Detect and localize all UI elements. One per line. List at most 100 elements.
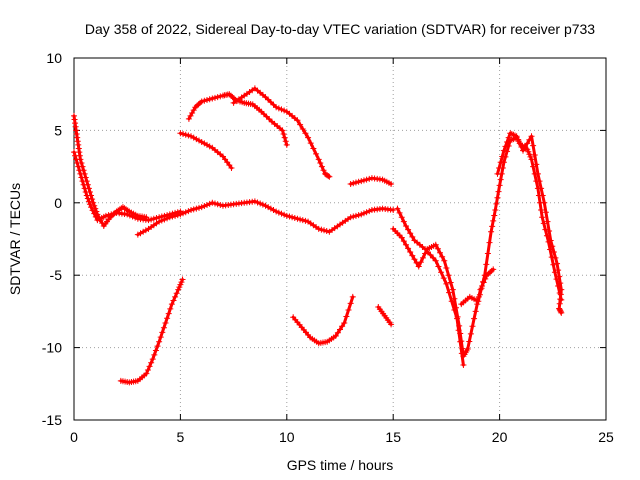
data-point-marker — [281, 134, 288, 141]
data-point-marker — [153, 215, 160, 222]
data-point-marker — [524, 140, 531, 147]
data-point-marker — [337, 326, 343, 333]
data-point-marker — [278, 210, 285, 217]
data-point-marker — [265, 204, 272, 211]
data-point-marker — [315, 225, 322, 232]
data-point-marker — [460, 361, 467, 368]
data-point-marker — [526, 151, 533, 158]
data-point-marker — [347, 180, 354, 187]
data-point-marker — [132, 214, 139, 221]
data-point-marker — [449, 286, 456, 293]
data-point-marker — [457, 338, 464, 345]
data-point-marker — [76, 149, 83, 156]
data-point-marker — [178, 279, 185, 286]
data-point-marker — [193, 136, 200, 143]
data-point-marker — [307, 140, 314, 147]
data-point-marker — [83, 192, 90, 199]
data-point-marker — [350, 213, 357, 220]
data-point-marker — [495, 188, 502, 195]
data-point-marker — [539, 192, 546, 199]
data-point-marker — [267, 205, 274, 212]
data-point-marker — [198, 98, 205, 105]
data-point-marker — [173, 290, 180, 297]
data-point-marker — [180, 210, 187, 217]
data-point-marker — [422, 246, 429, 253]
data-point-marker — [162, 319, 169, 326]
data-point-marker — [347, 214, 354, 221]
data-point-marker — [198, 138, 205, 145]
data-point-marker — [531, 152, 538, 159]
data-point-marker — [491, 212, 498, 219]
series-arc-9 — [347, 175, 395, 187]
data-point-marker — [188, 133, 195, 140]
data-point-marker — [84, 195, 91, 202]
data-point-marker — [454, 315, 461, 322]
data-point-marker — [320, 167, 327, 174]
series-arc-8 — [290, 293, 356, 347]
data-point-marker — [467, 330, 474, 337]
data-point-marker — [396, 209, 403, 216]
data-point-marker — [124, 211, 131, 218]
data-point-marker — [214, 201, 221, 208]
data-point-marker — [434, 245, 441, 252]
data-point-marker — [188, 207, 195, 214]
x-tick-label: 0 — [70, 429, 78, 445]
series-arc-14 — [494, 130, 565, 316]
data-point-marker — [411, 256, 418, 263]
data-point-marker — [540, 220, 547, 227]
data-point-marker — [278, 106, 285, 113]
data-point-marker — [556, 273, 563, 280]
data-point-marker — [516, 140, 523, 147]
data-point-marker — [504, 138, 511, 145]
data-point-marker — [198, 204, 205, 211]
data-point-marker — [78, 174, 85, 181]
data-point-marker — [206, 143, 213, 150]
series-line — [119, 278, 184, 384]
data-point-marker — [267, 99, 274, 106]
data-point-marker — [366, 175, 373, 182]
data-point-marker — [448, 298, 455, 305]
data-point-marker — [530, 142, 537, 149]
data-point-marker — [502, 143, 509, 150]
data-point-marker — [204, 141, 210, 148]
ticks: 0 5 10 15 20 25 -15 -10 -5 0 5 10 — [42, 50, 614, 445]
data-point-marker — [190, 206, 197, 213]
data-point-marker — [91, 202, 98, 209]
data-point-marker — [350, 180, 357, 187]
data-point-marker — [71, 112, 77, 119]
data-point-marker — [443, 280, 450, 287]
data-point-marker — [439, 253, 446, 260]
data-point-marker — [150, 215, 157, 222]
data-point-marker — [174, 212, 181, 219]
data-point-marker — [341, 319, 348, 326]
data-point-marker — [315, 156, 322, 163]
data-point-marker — [299, 125, 306, 132]
data-point-marker — [172, 212, 179, 219]
data-point-marker — [447, 279, 454, 286]
data-point-marker — [405, 226, 412, 233]
data-point-marker — [302, 217, 309, 224]
data-point-marker — [80, 181, 87, 188]
data-point-marker — [409, 252, 416, 259]
data-point-marker — [472, 308, 479, 315]
data-point-marker — [484, 250, 491, 257]
data-point-marker — [297, 121, 304, 128]
data-point-marker — [394, 205, 401, 212]
data-point-marker — [407, 230, 414, 237]
data-point-marker — [211, 200, 218, 207]
data-point-marker — [360, 210, 367, 217]
data-point-marker — [398, 234, 405, 241]
x-tick-label: 20 — [492, 429, 508, 445]
data-point-marker — [75, 141, 82, 148]
data-point-marker — [360, 177, 367, 184]
data-point-marker — [313, 150, 320, 157]
data-point-marker — [270, 101, 277, 108]
data-point-marker — [481, 272, 488, 279]
data-point-marker — [437, 249, 444, 256]
data-point-marker — [161, 216, 168, 223]
data-point-marker — [275, 209, 282, 216]
data-point-marker — [402, 222, 409, 229]
data-point-marker — [209, 95, 216, 102]
data-point-marker — [525, 148, 532, 155]
data-point-marker — [92, 213, 99, 220]
